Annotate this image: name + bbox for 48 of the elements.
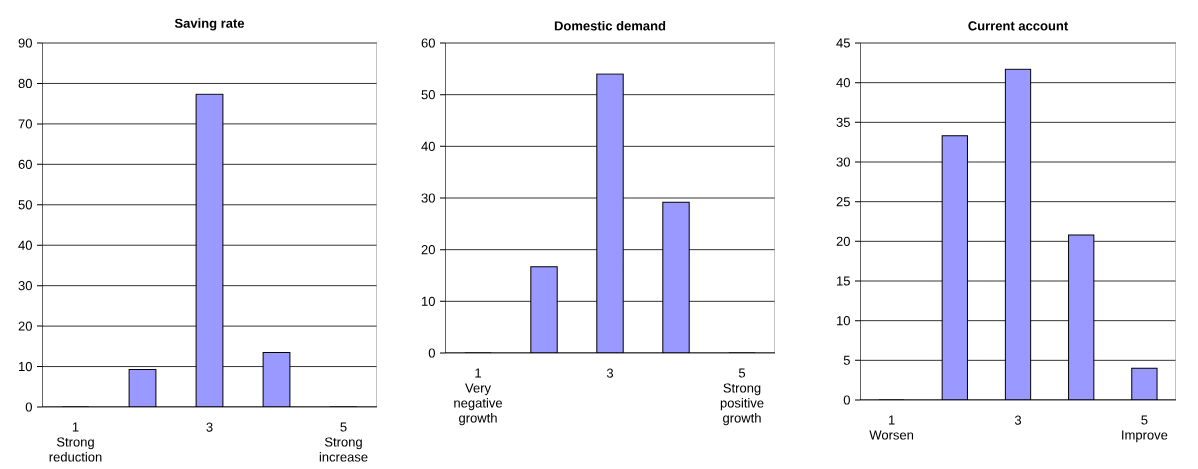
y-tick-label: 40 [836,78,850,88]
bar [530,266,558,353]
y-tick-label: 25 [836,197,850,207]
y-tick-label: 60 [421,38,435,48]
x-tick-label: 1 Strong reduction [49,422,102,462]
x-tick-label: 5 Strong increase [319,422,368,462]
bar [662,201,690,353]
y-tick-label: 50 [421,90,435,100]
y-tick-label: 90 [18,38,32,48]
y-tick-label: 30 [18,281,32,291]
chart-title: Current account [968,21,1069,31]
x-tick-label: 5 Improve [1122,415,1168,443]
y-tick-label: 40 [18,240,32,250]
x-tick-label: 5 Strong positive growth [720,368,764,426]
bar [1004,68,1032,400]
y-tick-label: 20 [18,321,32,331]
y-tick-label: 0 [25,402,32,412]
x-tick-label: 1 Very negative growth [454,368,502,426]
chart-title: Saving rate [174,18,245,31]
y-tick-label: 10 [19,361,32,372]
y-tick-label: 70 [18,119,32,129]
y-tick-label: 20 [836,236,850,246]
x-tick-label: 3 [1014,415,1022,425]
y-tick-label: 50 [18,200,32,210]
bar [1131,367,1158,400]
x-tick-label: 1 Worsen [869,415,914,440]
y-tick-label: 80 [18,78,32,89]
y-tick-label: 5 [843,355,850,365]
bar [195,93,224,407]
chart-title: Domestic demand [554,20,666,31]
y-tick-label: 10 [837,316,850,326]
y-tick-label: 40 [421,141,435,151]
x-tick-label: 3 [206,422,213,432]
y-tick-label: 10 [422,296,435,306]
y-tick-label: 45 [836,38,850,48]
y-tick-label: 60 [18,159,32,169]
y-tick-label: 0 [843,395,850,405]
y-tick-label: 30 [836,157,850,167]
y-tick-label: 15 [837,276,850,286]
bar [596,73,624,353]
bar [262,351,291,407]
y-tick-label: 30 [421,193,435,203]
y-tick-label: 35 [836,117,850,127]
x-tick-label: 3 [606,368,614,378]
bar [941,135,968,400]
y-tick-label: 0 [428,348,435,358]
bar [1068,234,1095,400]
y-tick-label: 20 [421,245,435,255]
